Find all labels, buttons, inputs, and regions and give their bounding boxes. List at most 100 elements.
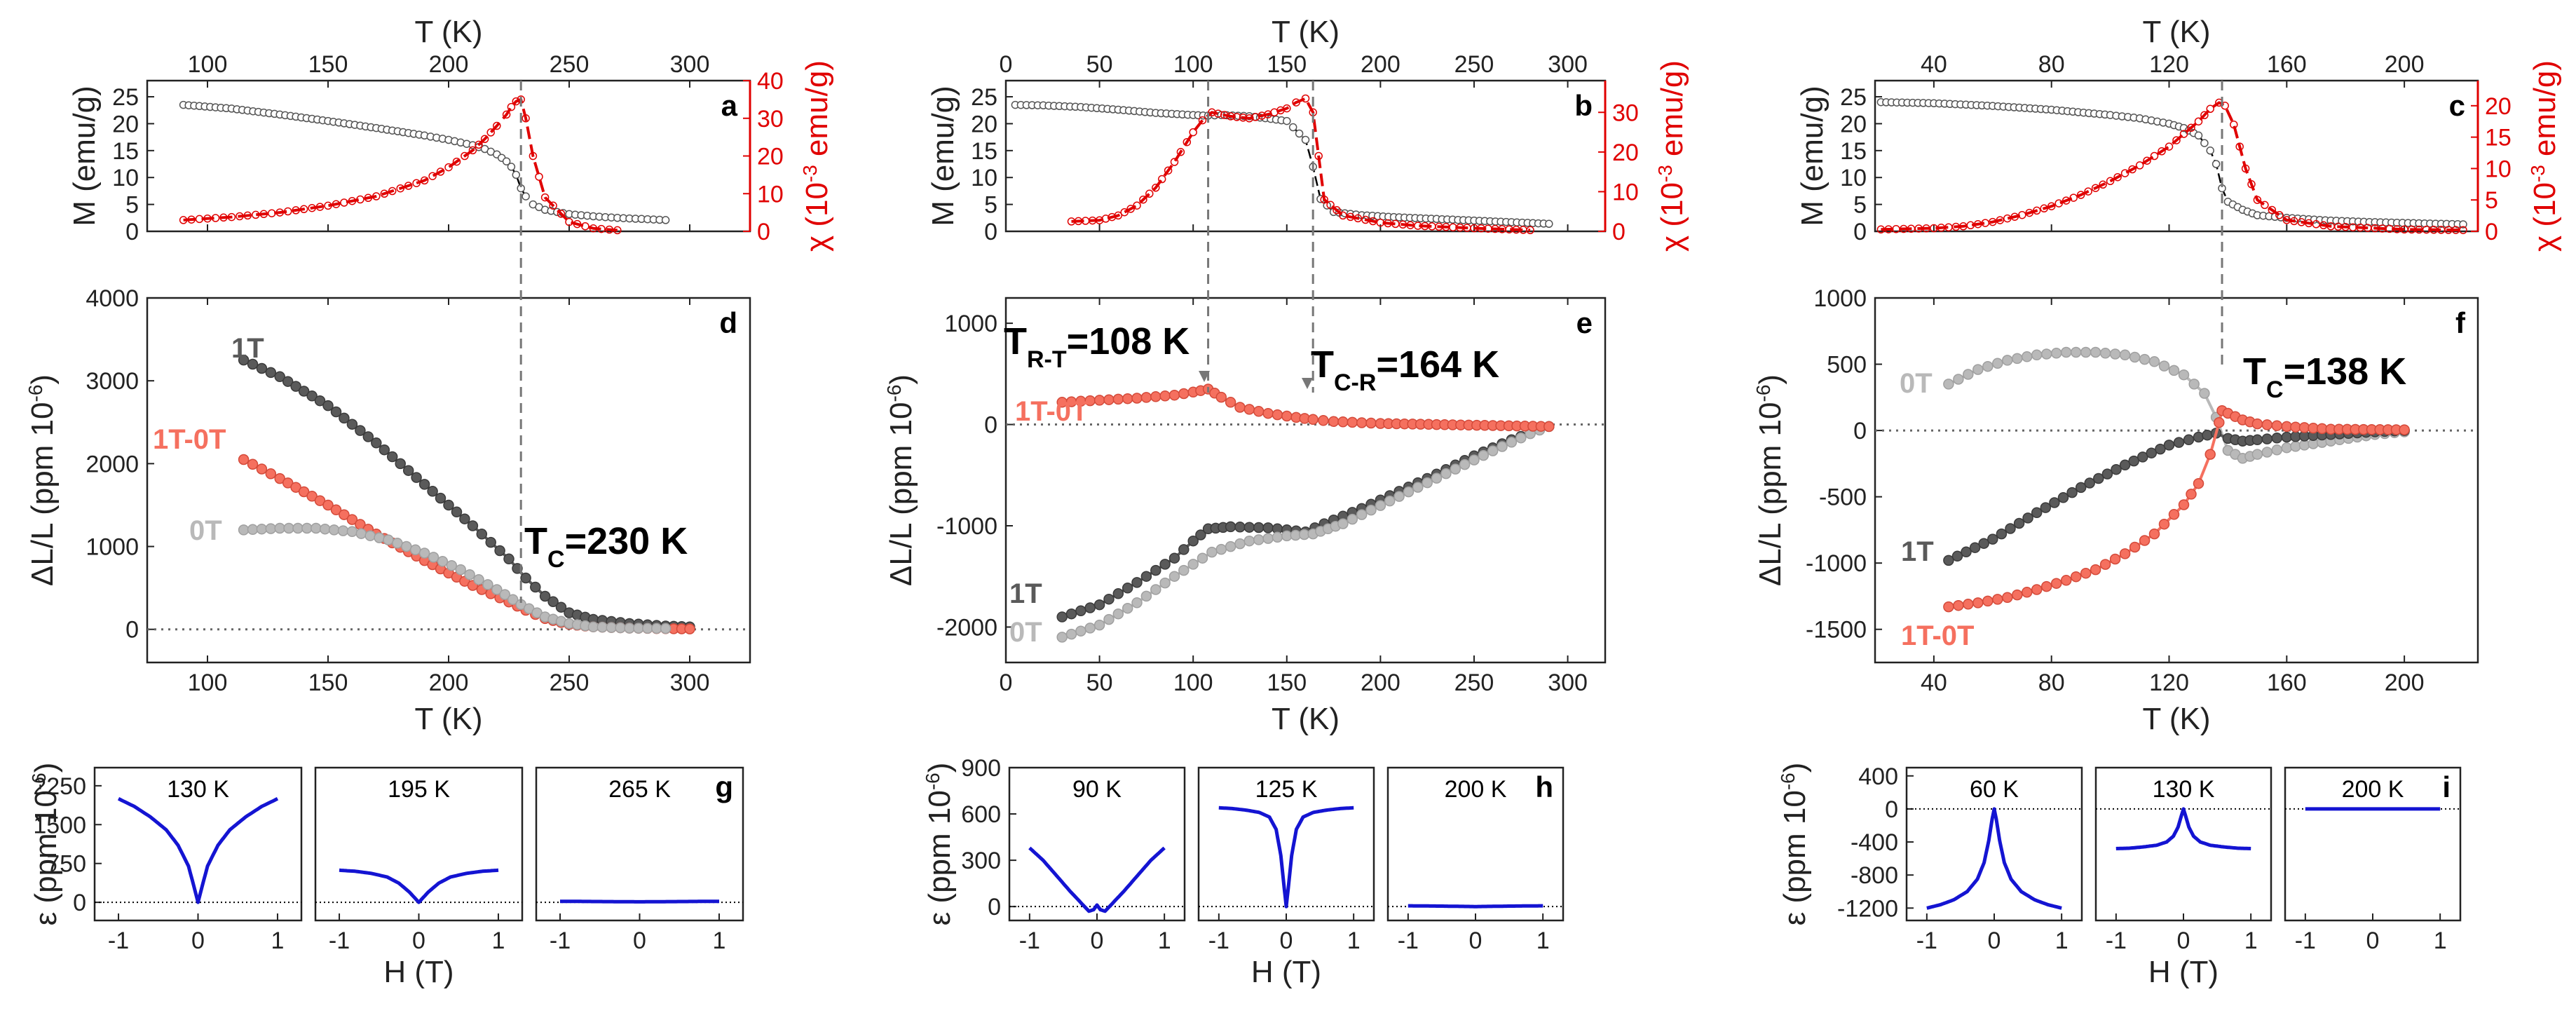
m-data-point-a [522,192,530,200]
series-point-d [383,534,394,545]
y-tick-label-i: -800 [1851,862,1898,889]
x-tick-label-f: 200 [2385,669,2425,696]
series-point-f [2002,355,2013,366]
subpanel-g-2: -1 0 1 265 K g [535,766,744,954]
series-point-f [2075,482,2087,494]
m-data-point-c [2459,220,2467,229]
temperature-label-g: 265 K [608,776,671,803]
chi-data-point-a [324,201,332,210]
x-tick-label-f: 120 [2149,669,2189,696]
y-tick-label-e: 1000 [944,311,997,337]
series-point-e [1337,518,1349,529]
chi-axis-label-a-part: emu/g) [800,60,834,165]
series-point-e [1318,415,1329,426]
chi-data-point-b [1133,201,1141,210]
dl-axis-label-e-part: -6 [883,385,905,402]
x-tick-label-f: 160 [2267,669,2307,696]
series-point-d [364,530,376,541]
chi-data-point-a [452,157,461,166]
chi-data-point-b [1333,206,1341,215]
series-label-f: 0T [1900,368,1933,399]
chi-data-point-a [529,151,538,161]
series-point-d [633,623,644,634]
series-point-d [476,529,488,540]
strain-curve-i [2115,807,2251,850]
series-point-f [2399,424,2410,435]
series-point-f [2057,492,2069,503]
series-point-f [2049,497,2060,508]
series-point-e [1178,544,1190,555]
series-point-d [642,623,653,634]
chi-data-point-b [1183,137,1192,147]
series-point-f [2271,433,2283,444]
series-point-f [2022,512,2033,524]
chi-data-point-c [2018,210,2026,219]
y-tick-label-e: -2000 [936,614,997,641]
transition-label-e-rt: TR-T=108 K [1004,320,1190,373]
strain-axis-label-g-part: -6 [28,773,50,790]
strain-axis-label-h: ε (ppm 10-6) [922,763,958,926]
series-point-d [446,559,458,571]
series-point-f [2031,349,2043,361]
y-tick-label-b: 20 [971,111,997,137]
chi-data-point-a [348,196,357,205]
series-point-e [1375,500,1386,511]
x-tick-label-b: 0 [1000,51,1013,78]
temperature-label-i: 60 K [1970,776,2019,803]
series-point-d [418,548,430,559]
series-point-e [1328,416,1340,427]
chi-data-point-c [1884,225,1893,233]
x-tick-label-c: 120 [2149,51,2189,78]
series-point-e [1347,416,1358,428]
chi-data-point-b [1339,211,1347,220]
series-point-e [1168,571,1180,582]
series-label-e: 0T [1009,617,1042,648]
y-tick-label-b: 25 [971,84,997,111]
series-point-d [319,523,331,535]
x-tick-label-e: 150 [1267,669,1307,696]
x-tick-label-i: 0 [2366,927,2380,954]
series-point-f [2148,356,2160,367]
y-tick-label-i: 0 [1885,796,1898,823]
top-x-axis-label-a: T (K) [415,15,483,49]
m-axis-label-a: M (emu/g) [67,86,102,226]
series-point-d [238,454,250,465]
chi-axis-label-a-part: -3 [799,165,821,182]
series-point-e [1515,432,1527,444]
series-point-e [1150,584,1161,595]
series-point-d [459,513,470,524]
temperature-label-i: 200 K [2342,776,2404,803]
series-point-f [2040,502,2052,513]
chi-data-point-a [380,189,389,198]
chi-data-point-b [1232,113,1241,121]
series-point-e [1365,504,1377,516]
y-tick-label-a: 20 [112,111,139,137]
y-tick-label-d: 2000 [86,451,139,477]
y-tick-label-c: 10 [2485,156,2512,182]
series-point-d [464,569,475,580]
series-point-e [1262,522,1274,533]
subpanel-i-2: -1 0 1 200 K i [2284,766,2462,954]
series-point-d [306,491,318,502]
chi-data-point-c [2165,142,2174,151]
series-point-d [292,522,304,534]
chi-data-point-b [1152,184,1160,192]
series-point-f [2158,518,2170,530]
panel-letter-c: c [2449,89,2465,122]
series-point-e [1112,608,1124,620]
series-point-f [2281,442,2293,454]
series-point-f [2119,349,2131,361]
chi-data-point-b [1368,217,1377,226]
series-point-d [606,622,617,633]
series-point-e [1150,564,1161,576]
series-point-e [1440,468,1452,480]
m-data-point-b [1295,129,1304,138]
y-tick-label-a: 10 [757,181,784,208]
series-point-d [494,545,505,557]
series-point-d [684,623,695,634]
chi-data-point-a [436,168,445,176]
strain-curve-h [1218,805,1354,909]
m-data-point-c [2194,131,2203,140]
series-point-f [2084,477,2095,489]
y-tick-label-a: 40 [757,68,784,95]
